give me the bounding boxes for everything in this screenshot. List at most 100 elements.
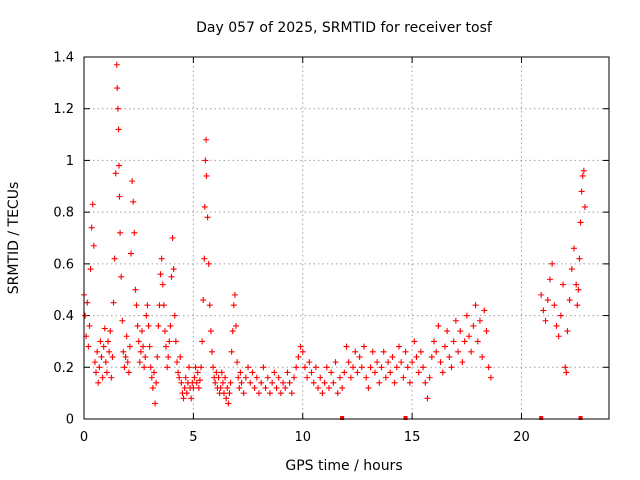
data-point [235, 374, 242, 381]
data-point [319, 390, 326, 397]
data-point [124, 359, 131, 366]
data-point [229, 328, 236, 335]
y-tick-label: 0.6 [53, 257, 74, 272]
data-point [95, 379, 102, 386]
data-point [233, 322, 240, 329]
data-point [108, 374, 115, 381]
data-point [376, 379, 383, 386]
data-point [141, 364, 148, 371]
data-point [123, 333, 130, 340]
data-point [343, 343, 350, 350]
data-point [374, 359, 381, 366]
data-point [172, 338, 179, 345]
data-point [158, 255, 165, 262]
chart-title: Day 057 of 2025, SRMTID for receiver tos… [196, 20, 493, 36]
data-point [237, 369, 244, 376]
data-point [222, 374, 229, 381]
data-point [330, 379, 337, 386]
data-point [101, 325, 108, 332]
data-point [199, 338, 206, 345]
data-point [291, 374, 297, 381]
data-point [312, 364, 319, 371]
data-point [202, 157, 209, 164]
data-point [170, 266, 177, 273]
data-point [90, 242, 97, 249]
data-point [549, 260, 556, 267]
data-point [133, 302, 140, 309]
data-point [163, 343, 170, 350]
data-point [293, 364, 300, 371]
data-point [280, 379, 287, 386]
data-point [201, 203, 208, 210]
data-point [546, 276, 553, 283]
data-point [161, 328, 168, 335]
data-point [277, 390, 284, 397]
data-point [323, 364, 330, 371]
data-point [234, 359, 241, 366]
data-point [260, 364, 267, 371]
data-point [130, 198, 137, 205]
data-point [200, 297, 207, 304]
data-point [171, 312, 178, 319]
data-point [426, 374, 433, 381]
data-point [219, 379, 226, 386]
data-point [406, 379, 413, 386]
data-point [230, 302, 237, 309]
data-point [577, 219, 584, 226]
data-point [562, 364, 569, 371]
data-point [579, 172, 586, 179]
data-point [206, 302, 213, 309]
data-point [568, 266, 575, 273]
data-point [186, 364, 192, 371]
data-point [87, 266, 94, 273]
data-point [228, 348, 235, 355]
data-point [203, 136, 210, 143]
data-point [369, 348, 376, 355]
data-point [116, 162, 122, 169]
data-point [459, 359, 466, 366]
data-point [242, 374, 249, 381]
y-tick-label: 0.4 [53, 309, 74, 324]
data-point [417, 348, 424, 355]
data-point [102, 359, 109, 366]
data-point [97, 338, 104, 345]
data-point [345, 359, 352, 366]
data-point [160, 302, 167, 309]
y-tick-label: 1.4 [53, 51, 74, 66]
data-point [538, 291, 545, 298]
data-point [98, 353, 105, 360]
data-point [116, 193, 123, 200]
x-tick-label: 20 [513, 430, 530, 445]
data-point [253, 374, 260, 381]
y-axis-label: SRMTID / TECUs [6, 182, 22, 295]
data-point [573, 281, 580, 288]
data-point [205, 260, 212, 267]
data-point [452, 317, 459, 324]
data-point [112, 170, 119, 177]
data-point [400, 374, 407, 381]
tick-layer: 0 0.2 0.4 0.6 0.8 1 1.2 1.4 0 5 10 15 20 [53, 51, 609, 445]
data-point [231, 291, 238, 298]
data-point [134, 322, 141, 329]
data-point [193, 379, 200, 386]
data-point [106, 348, 113, 355]
data-point [299, 348, 306, 355]
data-point [341, 369, 348, 376]
data-point [455, 348, 462, 355]
data-point [361, 343, 367, 350]
data-point [128, 250, 135, 257]
data-point [389, 353, 396, 360]
x-tick-label: 10 [294, 430, 311, 445]
data-point [188, 395, 195, 402]
data-point [84, 299, 91, 306]
data-point [472, 302, 479, 309]
data-layer [81, 61, 588, 420]
data-point [138, 328, 145, 335]
data-point [578, 188, 585, 195]
data-point [86, 322, 93, 329]
data-point [115, 126, 122, 133]
data-point [354, 369, 361, 376]
data-point [435, 322, 442, 329]
data-point [321, 379, 328, 386]
